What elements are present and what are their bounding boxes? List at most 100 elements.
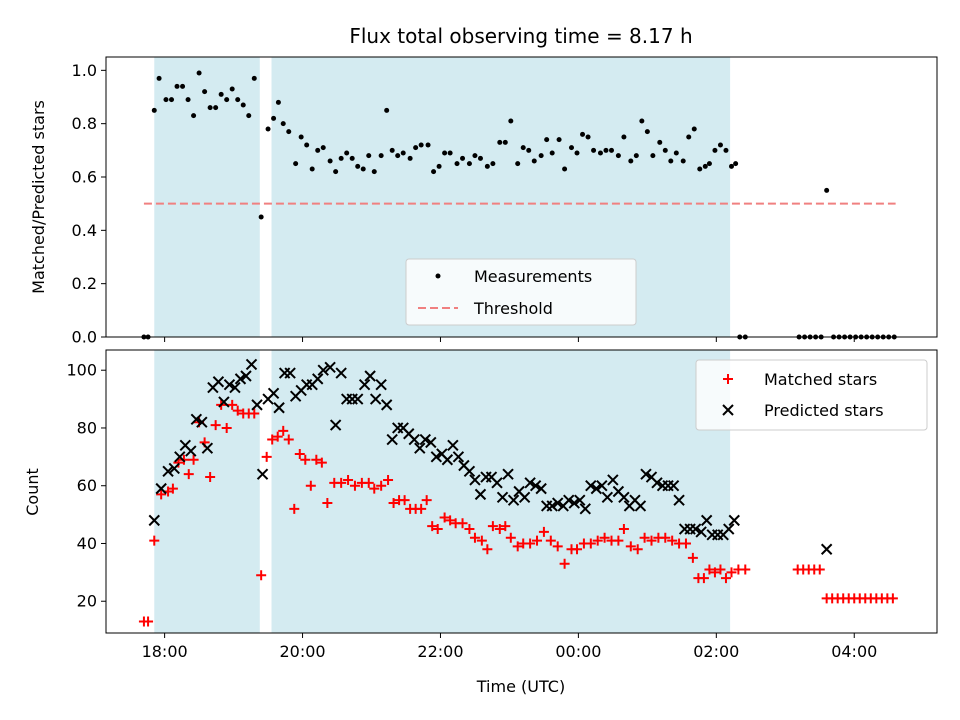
data-point [413,145,419,151]
y-tick-label: 60 [77,476,97,495]
data-point [400,150,406,156]
matched-point [256,570,267,581]
matched-point [487,521,498,532]
matched-point [221,422,232,433]
data-point [271,115,277,121]
data-point [562,166,568,172]
matched-point [416,503,427,514]
matched-point [740,564,751,575]
data-point [697,166,703,172]
x-axis-label: Time (UTC) [476,677,565,696]
data-point [508,118,514,124]
predicted-point [284,367,296,379]
matched-point [559,558,570,569]
data-point [360,166,366,172]
data-point [191,113,197,119]
top-panel-y-label: Matched/Predicted stars [29,100,48,294]
data-point [333,169,339,175]
y-tick-label: 80 [77,418,97,437]
predicted-point [507,494,520,506]
predicted-point [190,413,203,426]
data-point [657,139,663,145]
data-point [280,121,286,127]
predicted-point [563,494,575,506]
legend-box [695,359,928,431]
predicted-point [673,494,685,506]
data-point [304,142,310,148]
matched-point [680,538,691,549]
predicted-point [447,439,459,452]
predicted-point [218,396,230,408]
data-point [298,134,304,140]
matched-point [336,477,347,488]
data-point [174,83,180,89]
predicted-point [312,373,324,385]
predicted-point [234,373,247,385]
predicted-point [335,367,347,379]
data-point [275,99,281,105]
matched-point [646,535,657,546]
data-point [309,166,315,172]
matched-point [399,495,410,506]
data-point [574,150,580,156]
data-point [246,113,252,119]
matched-point [660,532,671,543]
ratio-panel: 0.0 0.2 0.4 0.6 0.8 1.0 Measurements Threshold [72,56,938,347]
predicted-point [590,482,603,495]
bottom-panel-y-label: Count [23,468,42,516]
data-point [662,147,668,153]
predicted-point [596,480,608,492]
data-point [603,147,609,153]
matched-point [227,399,238,410]
matched-point [300,454,311,465]
axes-frame [105,56,938,338]
matched-point [715,564,726,575]
predicted-point [502,468,514,480]
axes-frame [105,349,938,634]
data-point [320,145,326,151]
data-point [447,150,453,156]
matched-point [545,535,556,546]
data-point [378,153,384,159]
data-point [180,83,186,89]
matched-point [572,544,583,555]
matched-point [625,541,636,552]
data-point [633,153,639,159]
data-point [454,161,460,167]
data-point [497,139,503,145]
matched-point [512,541,523,552]
data-point [418,142,424,148]
predicted-point [240,370,252,382]
matched-point [613,535,624,546]
chart-title: Flux total observing time = 8.17 h [349,24,692,48]
data-point [686,134,692,140]
data-point [185,97,191,103]
predicted-point [430,451,443,463]
data-point [156,75,162,81]
data-point [733,161,739,167]
legend-dot-marker [435,273,441,279]
matched-point [599,532,610,543]
data-point [207,105,213,111]
data-point [371,169,377,175]
matched-point [249,408,260,419]
matched-point [585,538,596,549]
matched-point [632,544,643,555]
data-point [484,163,490,169]
matched-point [316,457,327,468]
matched-point [525,538,536,549]
predicted-point [640,468,652,480]
predicted-point [728,514,740,527]
predicted-point [273,402,285,414]
y-tick-label: 100 [66,361,97,380]
matched-point [439,512,450,523]
data-point [384,107,390,113]
matched-point [445,515,456,526]
matched-point [814,564,825,575]
data-point [293,161,299,167]
data-point [621,134,627,140]
predicted-point [229,381,241,394]
matched-point [311,454,322,465]
matched-point [427,521,438,532]
data-point [597,150,603,156]
